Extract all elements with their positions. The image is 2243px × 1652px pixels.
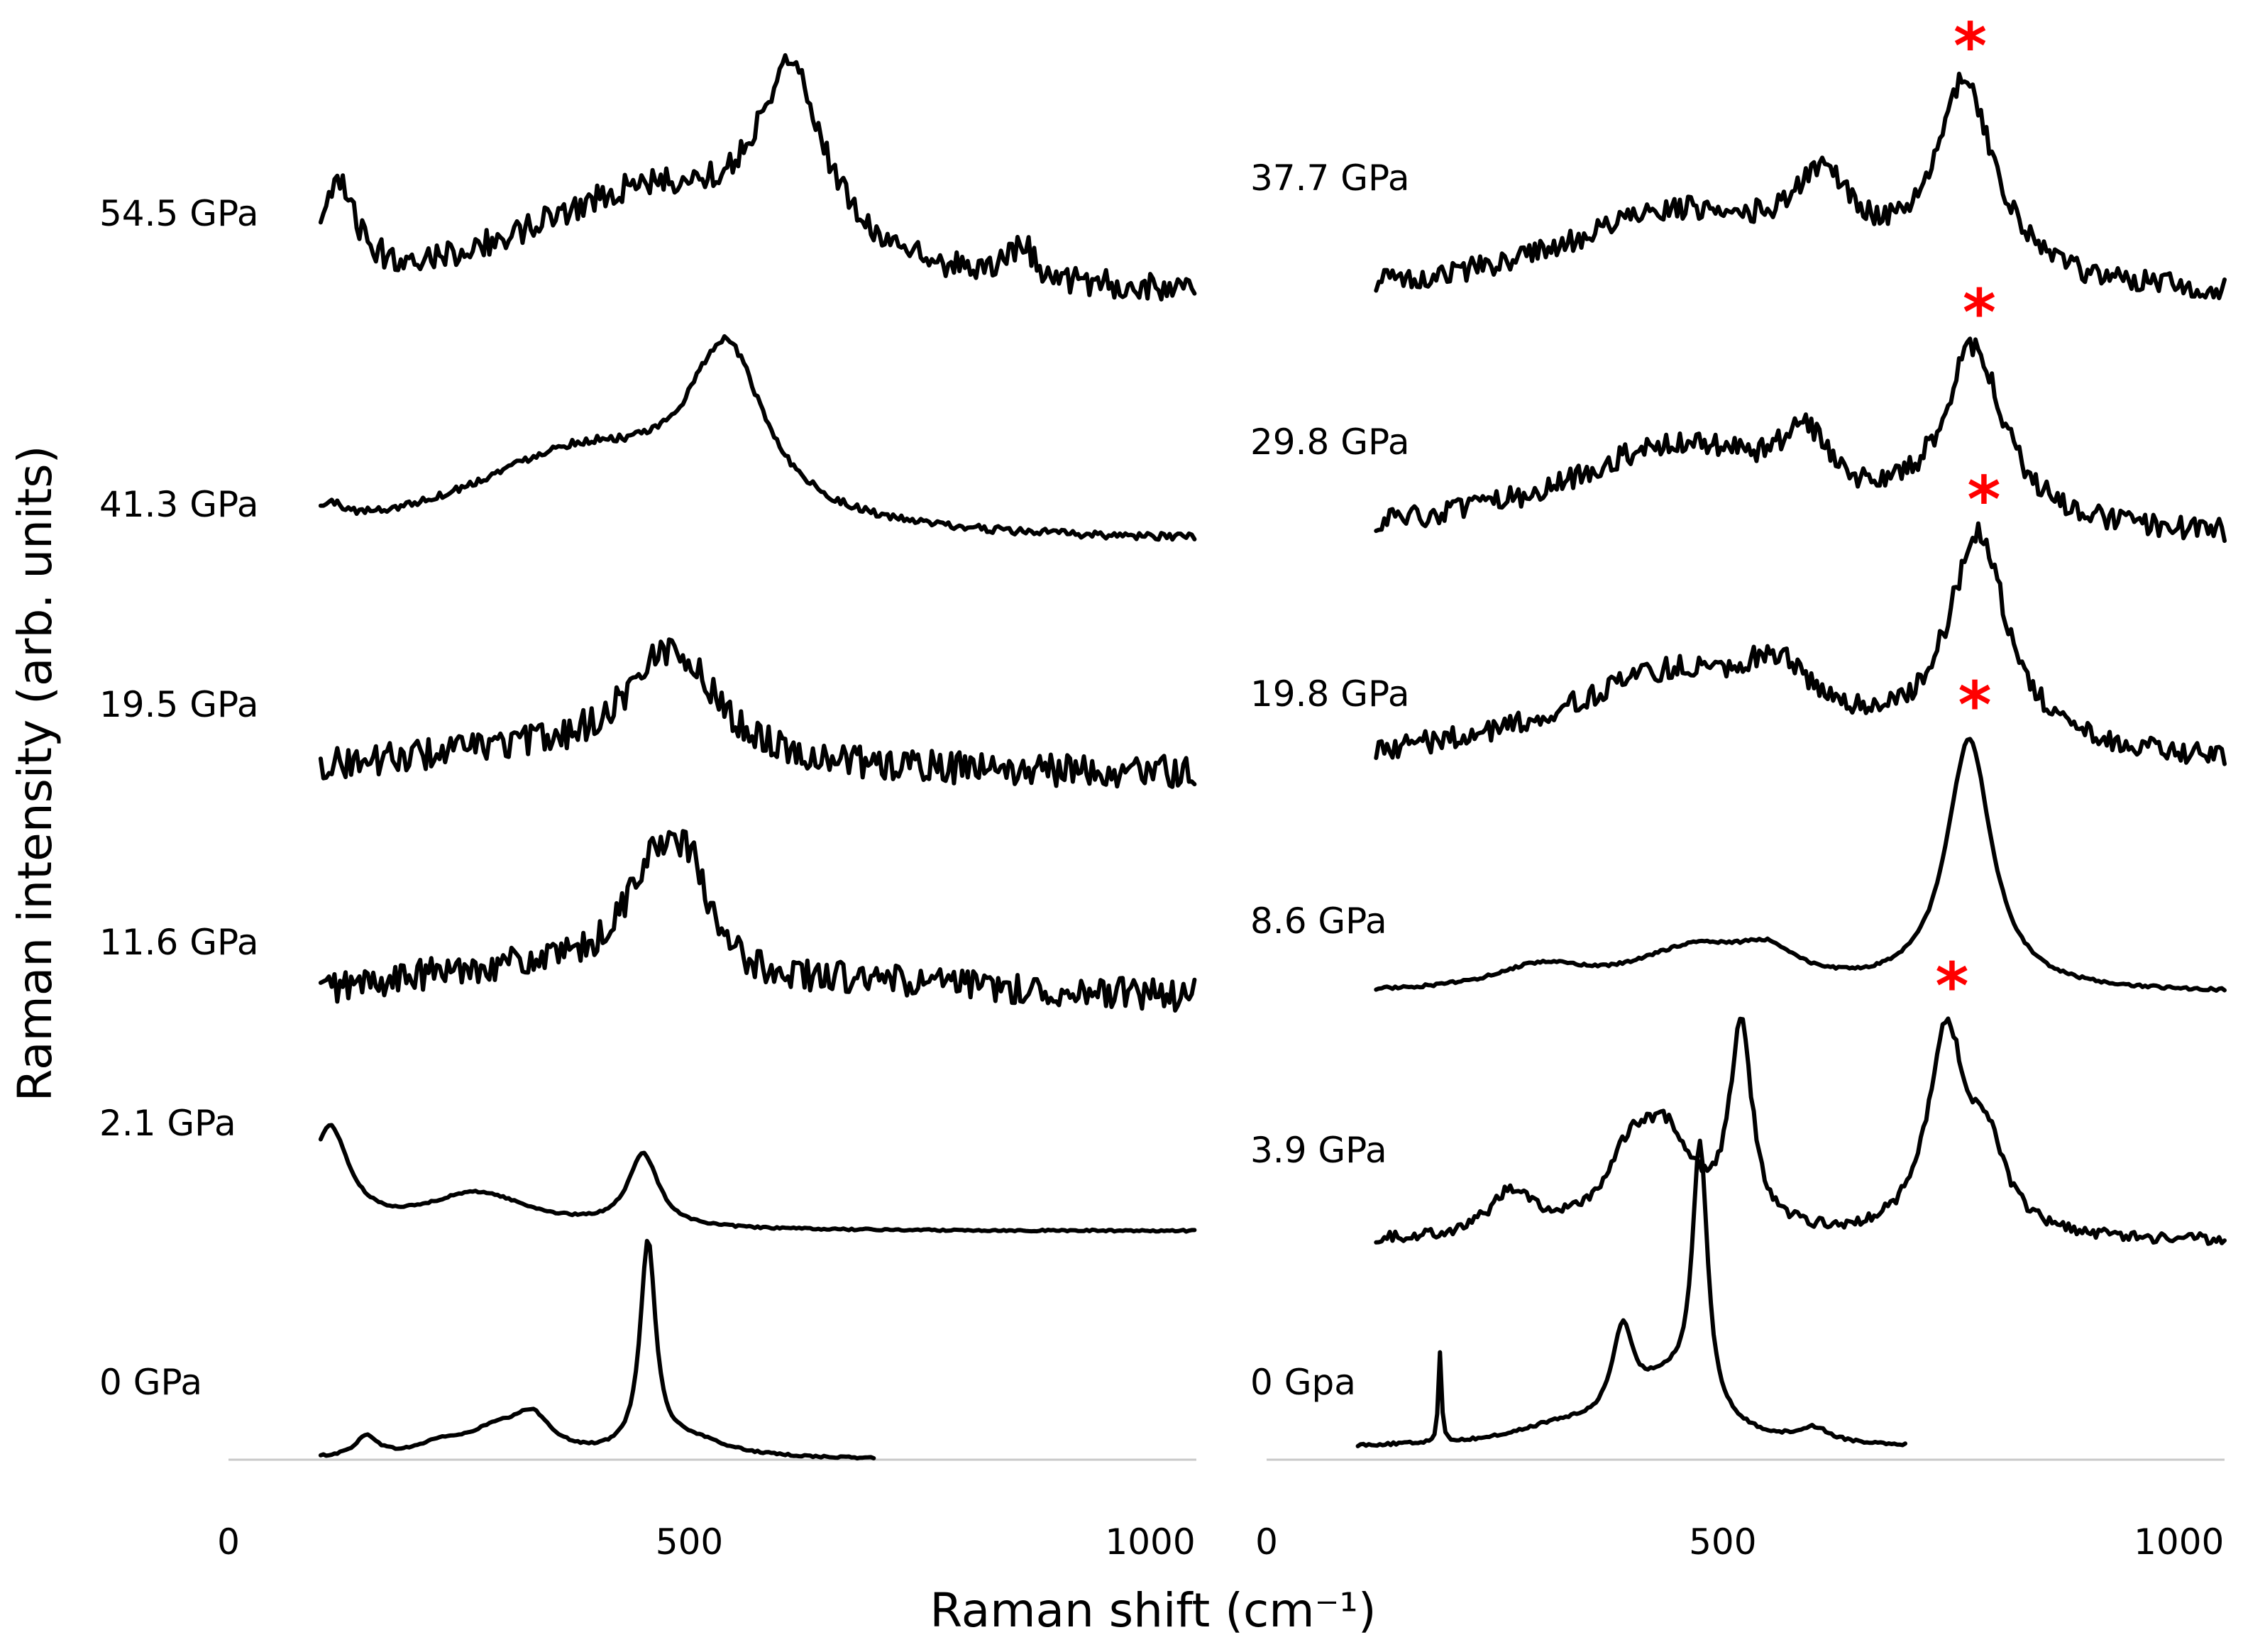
x-tick-label: 1000 [1105,1521,1195,1563]
x-axis-label: Raman shift (cm⁻¹) [930,1583,1376,1638]
pressure-label: 2.1 GPa [99,1103,236,1144]
spectrum-line [318,829,1197,1013]
spectrum-line [318,53,1197,302]
pressure-label: 19.8 GPa [1250,673,1410,715]
x-tick-label: 0 [217,1521,240,1563]
spectrum-line [1374,521,2227,766]
spectrum-line [318,637,1197,789]
x-tick-label: 1000 [2134,1521,2224,1563]
pressure-label: 19.5 GPa [99,684,259,725]
peak-marker-asterisk: * [1935,949,1968,1024]
pressure-label: 8.6 GPa [1250,901,1387,942]
x-tick-label: 500 [656,1521,723,1563]
pressure-label: 0 GPa [99,1362,202,1403]
pressure-label: 54.5 GPa [99,193,259,234]
spectrum-line [318,334,1197,542]
peak-marker-asterisk: * [1958,668,1991,742]
pressure-label: 29.8 GPa [1250,422,1410,463]
pressure-label: 41.3 GPa [99,484,259,525]
y-axis-label: Raman intensity (arb. units) [8,446,62,1102]
right-panel: 0 500 1000 0 Gpa 3.9 GPa * 8.6 GPa * 19.8 GPa * 29… [1250,9,2227,1563]
pressure-label: 3.9 GPa [1250,1130,1387,1171]
pressure-label: 37.7 GPa [1250,158,1410,199]
left-panel: 0 500 1000 0 GPa 2.1 GPa 11.6 GPa 19.5 GPa 41.3… [99,53,1197,1563]
spectrum-line [1374,336,2227,544]
spectrum-line [1374,737,2227,993]
pressure-label: 11.6 GPa [99,922,259,963]
x-tick-label: 0 [1255,1521,1278,1563]
spectrum-line [1374,72,2227,301]
spectrum-line [318,1238,876,1461]
spectrum-line [1374,1016,2227,1246]
x-tick-label: 500 [1689,1521,1756,1563]
peak-marker-asterisk: * [1953,9,1987,84]
spectrum-line [318,1123,1197,1234]
peak-marker-asterisk: * [1967,463,2000,537]
peak-marker-asterisk: * [1963,276,1996,351]
spectrum-line [1355,1138,1907,1448]
pressure-label: 0 Gpa [1250,1362,1356,1403]
